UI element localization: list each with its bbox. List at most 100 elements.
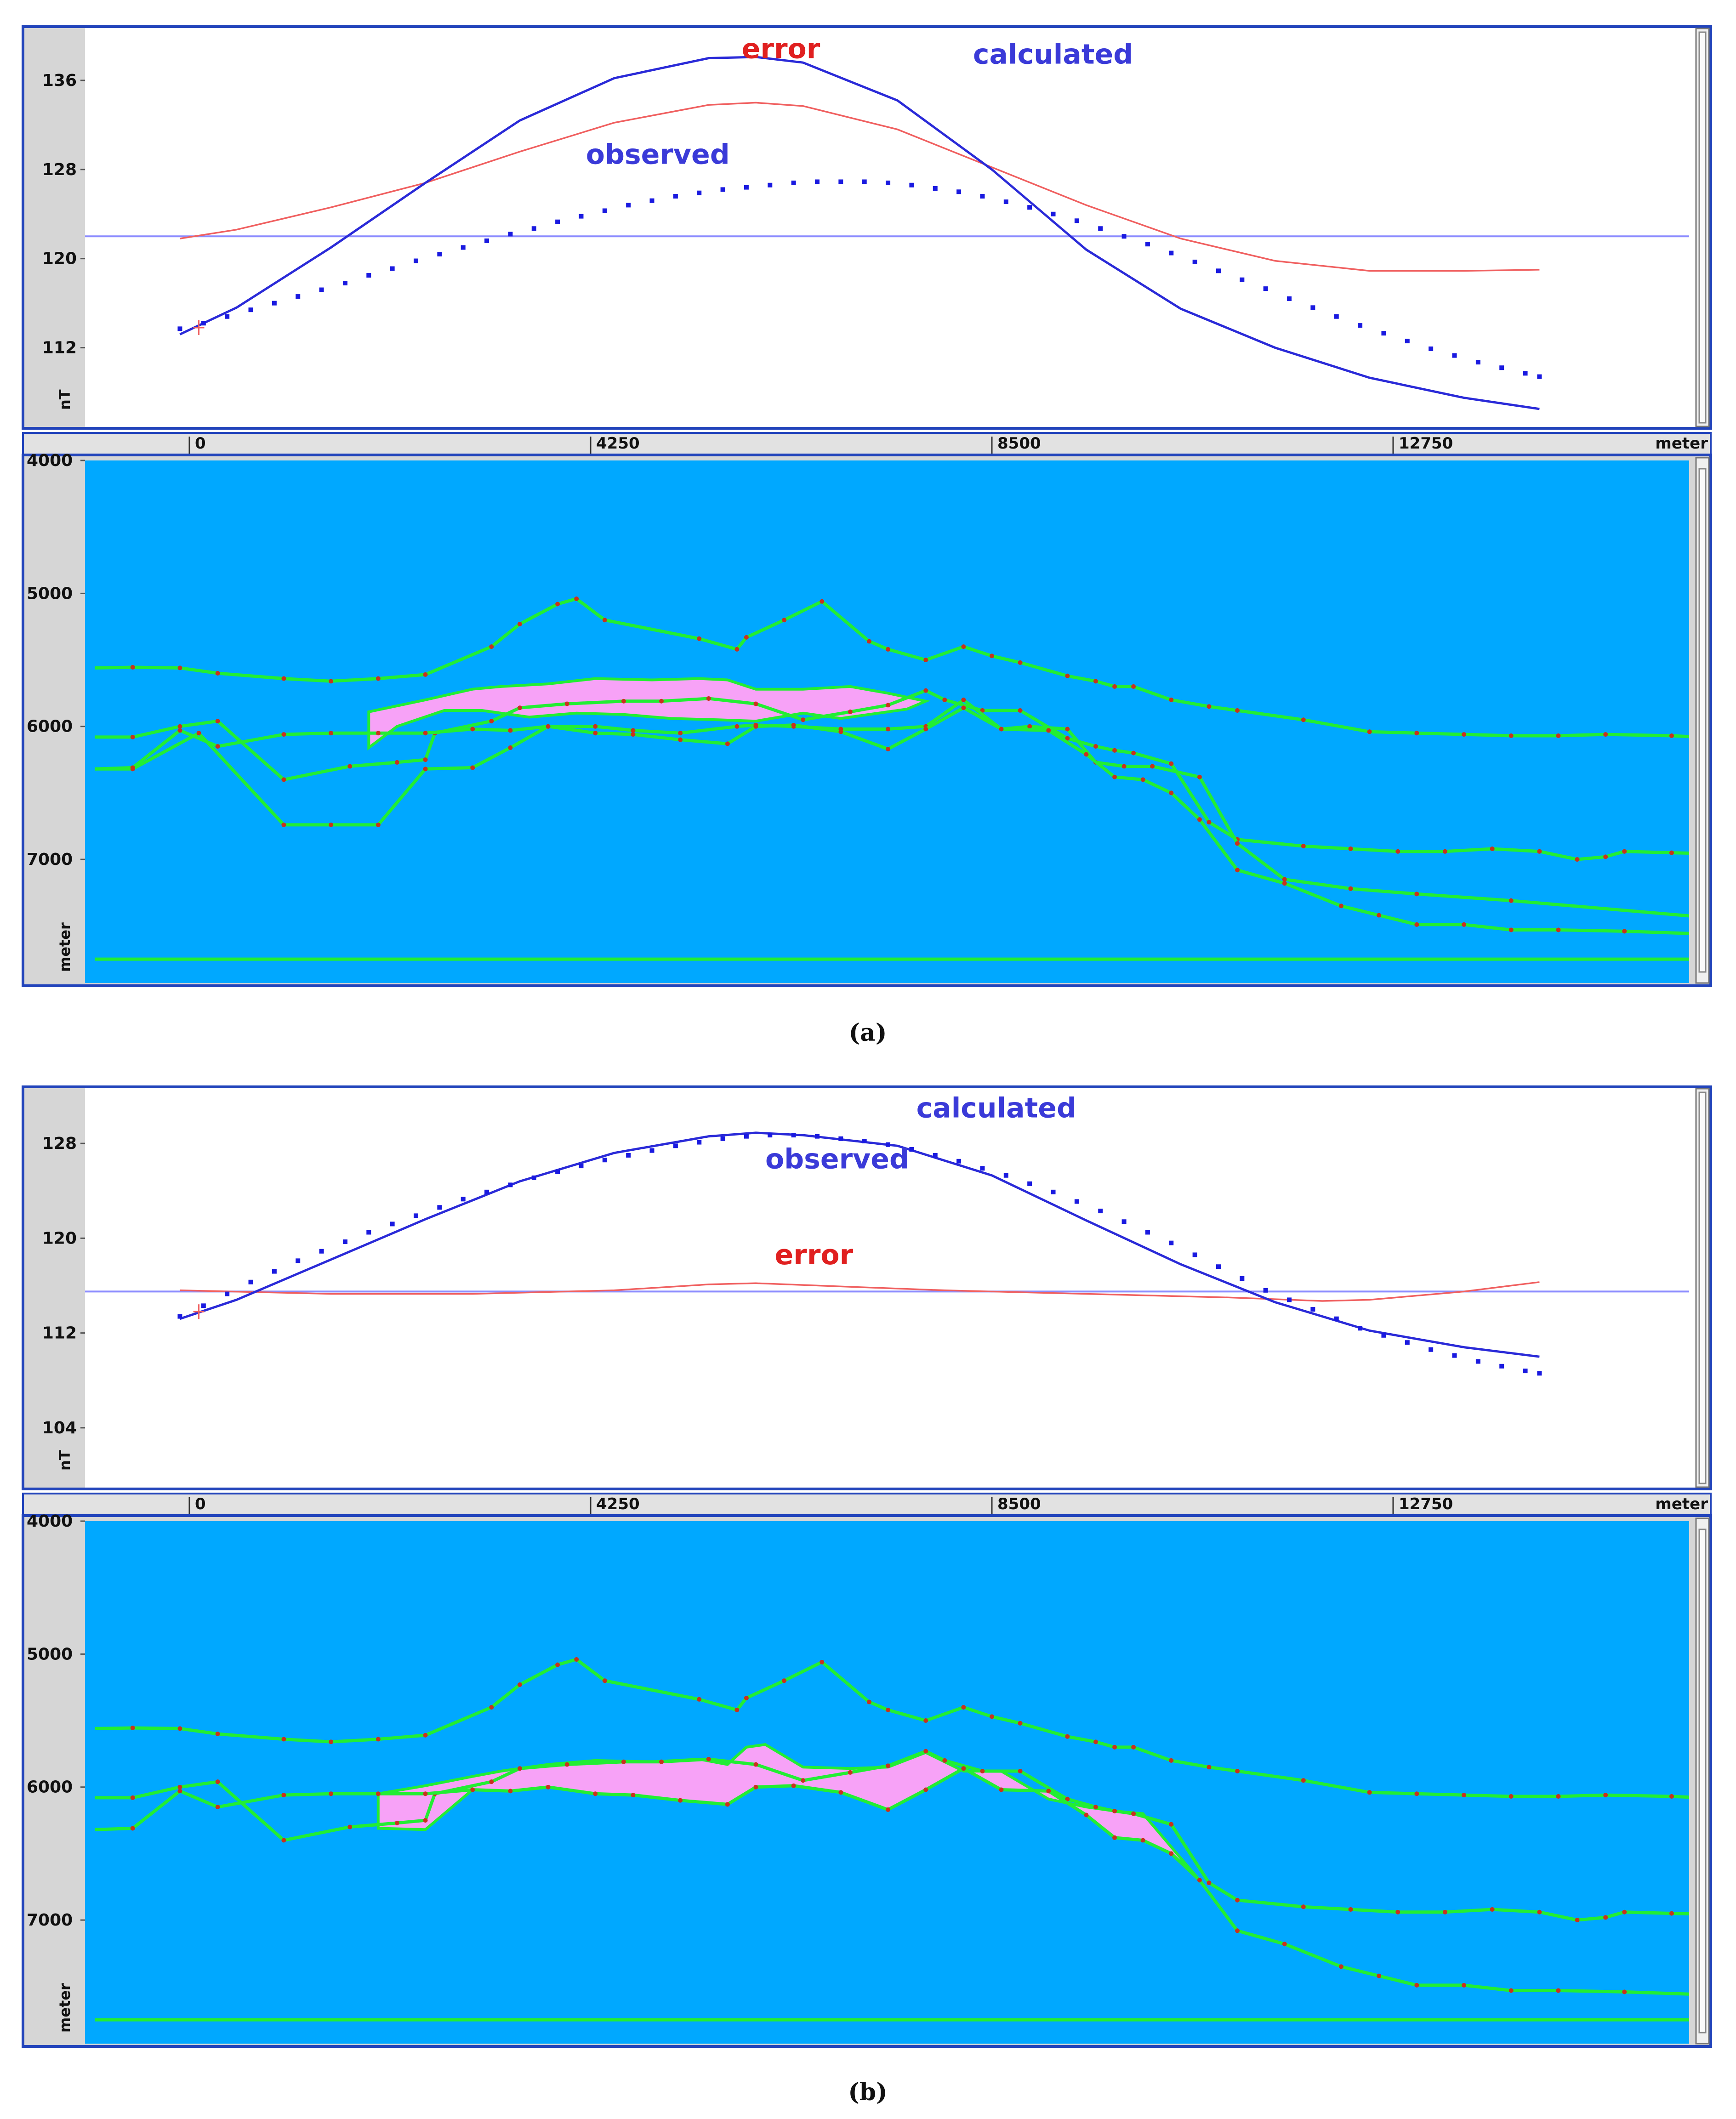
observed-point bbox=[248, 307, 253, 312]
observed-point bbox=[1192, 1252, 1197, 1257]
observed-point bbox=[1169, 250, 1174, 256]
horizon-node bbox=[942, 1758, 947, 1763]
horizon-node bbox=[1603, 854, 1608, 859]
observed-point bbox=[579, 214, 584, 219]
horizon-node bbox=[517, 1766, 522, 1771]
profile-ylabel: nT bbox=[56, 1450, 74, 1471]
panel-caption: (a) bbox=[849, 1019, 887, 1047]
horizon-node bbox=[1112, 1835, 1117, 1840]
horizon-node bbox=[1537, 849, 1542, 854]
horizon-node bbox=[923, 688, 928, 693]
observed-point bbox=[390, 266, 395, 271]
observed-point bbox=[1121, 234, 1127, 239]
horizon-node bbox=[886, 703, 891, 708]
profile-ytick-label: 104 bbox=[42, 1419, 77, 1437]
x-axis-unit: meter bbox=[1655, 434, 1708, 453]
observed-point bbox=[886, 1142, 891, 1147]
observed-point bbox=[555, 219, 560, 224]
horizon-node bbox=[376, 676, 381, 681]
horizon-node bbox=[1575, 1918, 1580, 1923]
observed-point bbox=[1358, 323, 1363, 328]
horizon-node bbox=[423, 1733, 428, 1738]
horizon-node bbox=[1575, 857, 1580, 862]
horizon-node bbox=[1207, 820, 1212, 825]
observed-point bbox=[531, 226, 536, 231]
section-ylabel: meter bbox=[56, 922, 74, 972]
horizon-node bbox=[1112, 748, 1117, 753]
observed-point bbox=[1405, 339, 1410, 344]
horizon-node bbox=[215, 1779, 220, 1784]
horizon-line bbox=[95, 1658, 1689, 1799]
horizon-node bbox=[1197, 774, 1202, 779]
observed-point bbox=[980, 193, 985, 199]
horizon-node bbox=[706, 696, 711, 701]
observed-point bbox=[1475, 1359, 1480, 1364]
horizon-node bbox=[1169, 697, 1174, 702]
horizon-node bbox=[631, 732, 636, 737]
observed-point bbox=[1263, 286, 1268, 291]
observed-point bbox=[177, 1314, 182, 1319]
horizon-node bbox=[508, 728, 513, 733]
observed-point bbox=[1240, 277, 1245, 282]
horizon-node bbox=[753, 1762, 758, 1767]
observed-point bbox=[366, 273, 371, 278]
horizon-node bbox=[508, 745, 513, 750]
horizon-node bbox=[215, 744, 220, 749]
section-ytick-label: 4000 bbox=[27, 451, 73, 470]
horizon-node bbox=[753, 1784, 758, 1790]
horizon-node bbox=[376, 1791, 381, 1796]
observed-point bbox=[980, 1166, 985, 1171]
horizon-node bbox=[177, 728, 182, 733]
observed-point bbox=[225, 314, 230, 319]
observed-point bbox=[697, 190, 702, 195]
horizon-node bbox=[1112, 684, 1117, 689]
observed-point bbox=[461, 245, 466, 250]
horizon-node bbox=[281, 1838, 286, 1843]
horizon-node bbox=[1462, 1983, 1467, 1988]
horizon-node bbox=[177, 1784, 182, 1790]
horizon-node bbox=[546, 1784, 551, 1790]
horizon-node bbox=[1065, 736, 1070, 741]
horizon-node bbox=[177, 724, 182, 729]
horizon-node bbox=[177, 1726, 182, 1731]
observed-point bbox=[1452, 353, 1457, 358]
observed-point bbox=[1216, 268, 1221, 273]
horizon-node bbox=[281, 676, 286, 681]
observed-label: observed bbox=[765, 1143, 909, 1175]
horizon-node bbox=[1121, 764, 1127, 769]
observed-point bbox=[225, 1291, 230, 1296]
horizon-node bbox=[423, 731, 428, 736]
x-tick-label: 4250 bbox=[596, 434, 640, 453]
observed-point bbox=[602, 1158, 607, 1163]
horizon-node bbox=[1622, 1989, 1627, 1994]
observed-point bbox=[1051, 211, 1056, 216]
horizon-node bbox=[555, 1662, 560, 1667]
horizon-node bbox=[1027, 724, 1032, 729]
observed-point bbox=[1192, 259, 1197, 264]
horizon-node bbox=[791, 722, 796, 727]
horizon-node bbox=[1377, 913, 1382, 918]
observed-point bbox=[720, 1136, 725, 1141]
observed-point bbox=[814, 1134, 820, 1139]
horizon-node bbox=[801, 717, 806, 722]
horizon-node bbox=[215, 719, 220, 724]
observed-point bbox=[319, 1249, 324, 1254]
observed-point bbox=[1310, 1307, 1315, 1312]
magnetic-body bbox=[367, 677, 931, 751]
horizon-node bbox=[1084, 752, 1089, 757]
horizon-node bbox=[281, 1737, 286, 1742]
horizon-node bbox=[1348, 1907, 1353, 1912]
observed-point bbox=[720, 187, 725, 192]
horizon-node bbox=[376, 822, 381, 827]
horizon-node bbox=[820, 599, 825, 604]
horizon-node bbox=[1065, 673, 1070, 678]
observed-point bbox=[296, 1258, 301, 1263]
observed-point bbox=[508, 1182, 513, 1187]
observed-point bbox=[366, 1230, 371, 1235]
horizon-node bbox=[990, 653, 994, 659]
observed-point bbox=[697, 1140, 702, 1145]
section-scrollbar-thumb bbox=[1698, 1528, 1707, 2034]
horizon-node bbox=[177, 665, 182, 670]
horizon-node bbox=[734, 647, 740, 652]
